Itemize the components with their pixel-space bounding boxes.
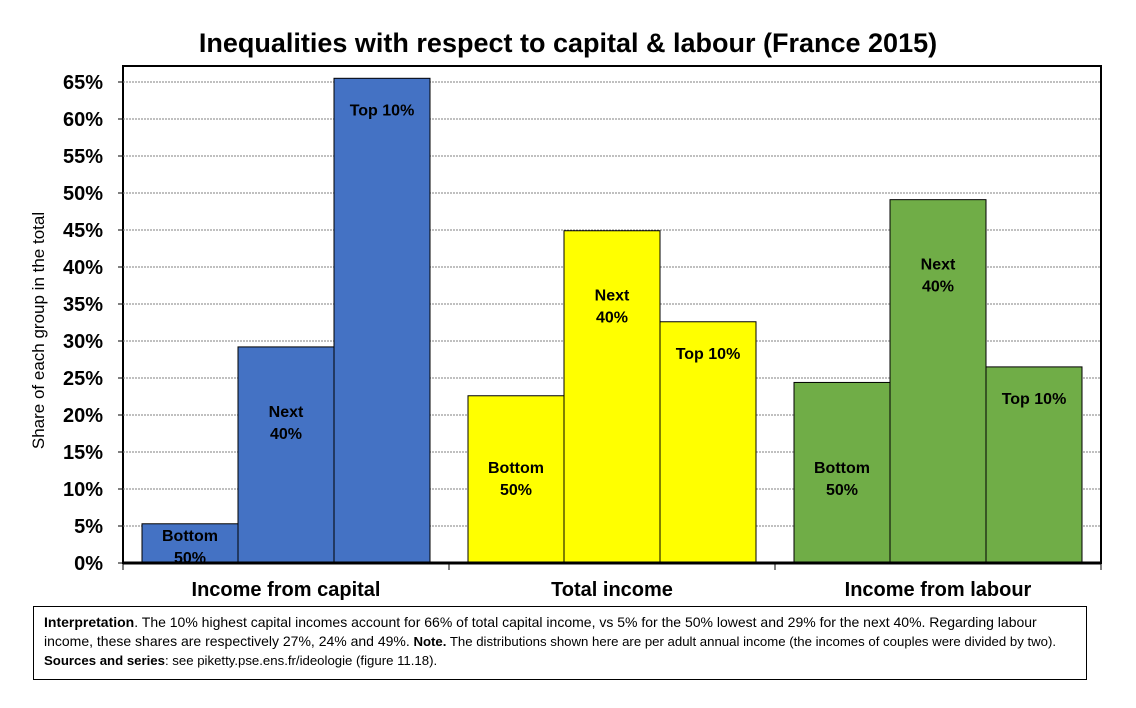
note-interpretation-label: Interpretation: [44, 614, 135, 630]
bar-label: Next: [269, 404, 304, 421]
bar: [467, 395, 565, 564]
y-tick-label: 10%: [63, 479, 103, 501]
bar-label-value: 50%: [826, 482, 858, 499]
bar: [793, 381, 891, 564]
note-note-label: Note.: [413, 634, 447, 649]
bar-label: Top 10%: [350, 102, 415, 119]
y-tick-label: 0%: [74, 553, 103, 575]
bar: [985, 366, 1083, 564]
y-tick-label: 65%: [63, 72, 103, 94]
bar: [237, 346, 335, 564]
x-category-label: Income from capital: [192, 579, 381, 601]
y-tick-label: 45%: [63, 220, 103, 242]
x-category-label: Total income: [551, 579, 673, 601]
y-tick-label: 15%: [63, 442, 103, 464]
bar-label: Bottom: [814, 460, 870, 477]
bar-label: Top 10%: [676, 346, 741, 363]
y-tick-label: 5%: [74, 516, 103, 538]
bar-label-value: 40%: [270, 426, 302, 443]
x-category-label: Income from labour: [845, 579, 1032, 601]
y-axis-label: Share of each group in the total: [29, 212, 48, 449]
y-tick-label: 55%: [63, 146, 103, 168]
note-interpretation-text: . The 10% highest capital incomes accoun…: [44, 614, 1037, 649]
chart-title: Inequalities with respect to capital & l…: [198, 28, 938, 58]
y-tick-label: 25%: [63, 368, 103, 390]
bar-label: Next: [921, 257, 956, 274]
chart-area: 0% 5% 10% 15% 20% 25% 30% 35% 40% 45% 50% 55% 60% 65%…: [29, 65, 1102, 601]
y-tick-label: 40%: [63, 257, 103, 279]
note-sources-text: : see piketty.pse.ens.fr/ideologie (figu…: [164, 653, 438, 668]
bar: [563, 230, 661, 564]
y-tick-label: 50%: [63, 183, 103, 205]
bar-label-value: 40%: [596, 310, 628, 327]
bar: [659, 321, 757, 564]
y-tick-label: 20%: [63, 405, 103, 427]
bar-label: Bottom: [488, 460, 544, 477]
bar: [333, 77, 431, 564]
note-note-text: The distributions shown here are per adu…: [446, 634, 1057, 649]
interpretation-note: Interpretation. The 10% highest capital …: [33, 606, 1087, 680]
bar-label-value: 50%: [500, 482, 532, 499]
y-tick-label: 30%: [63, 331, 103, 353]
note-sources-label: Sources and series: [44, 653, 165, 668]
bar-label: Bottom: [162, 528, 218, 545]
bar-label: Next: [595, 288, 630, 305]
y-tick-label: 35%: [63, 294, 103, 316]
bar-label-value: 40%: [922, 279, 954, 296]
y-tick-label: 60%: [63, 109, 103, 131]
bar-label: Top 10%: [1002, 391, 1067, 408]
bar: [889, 199, 987, 564]
